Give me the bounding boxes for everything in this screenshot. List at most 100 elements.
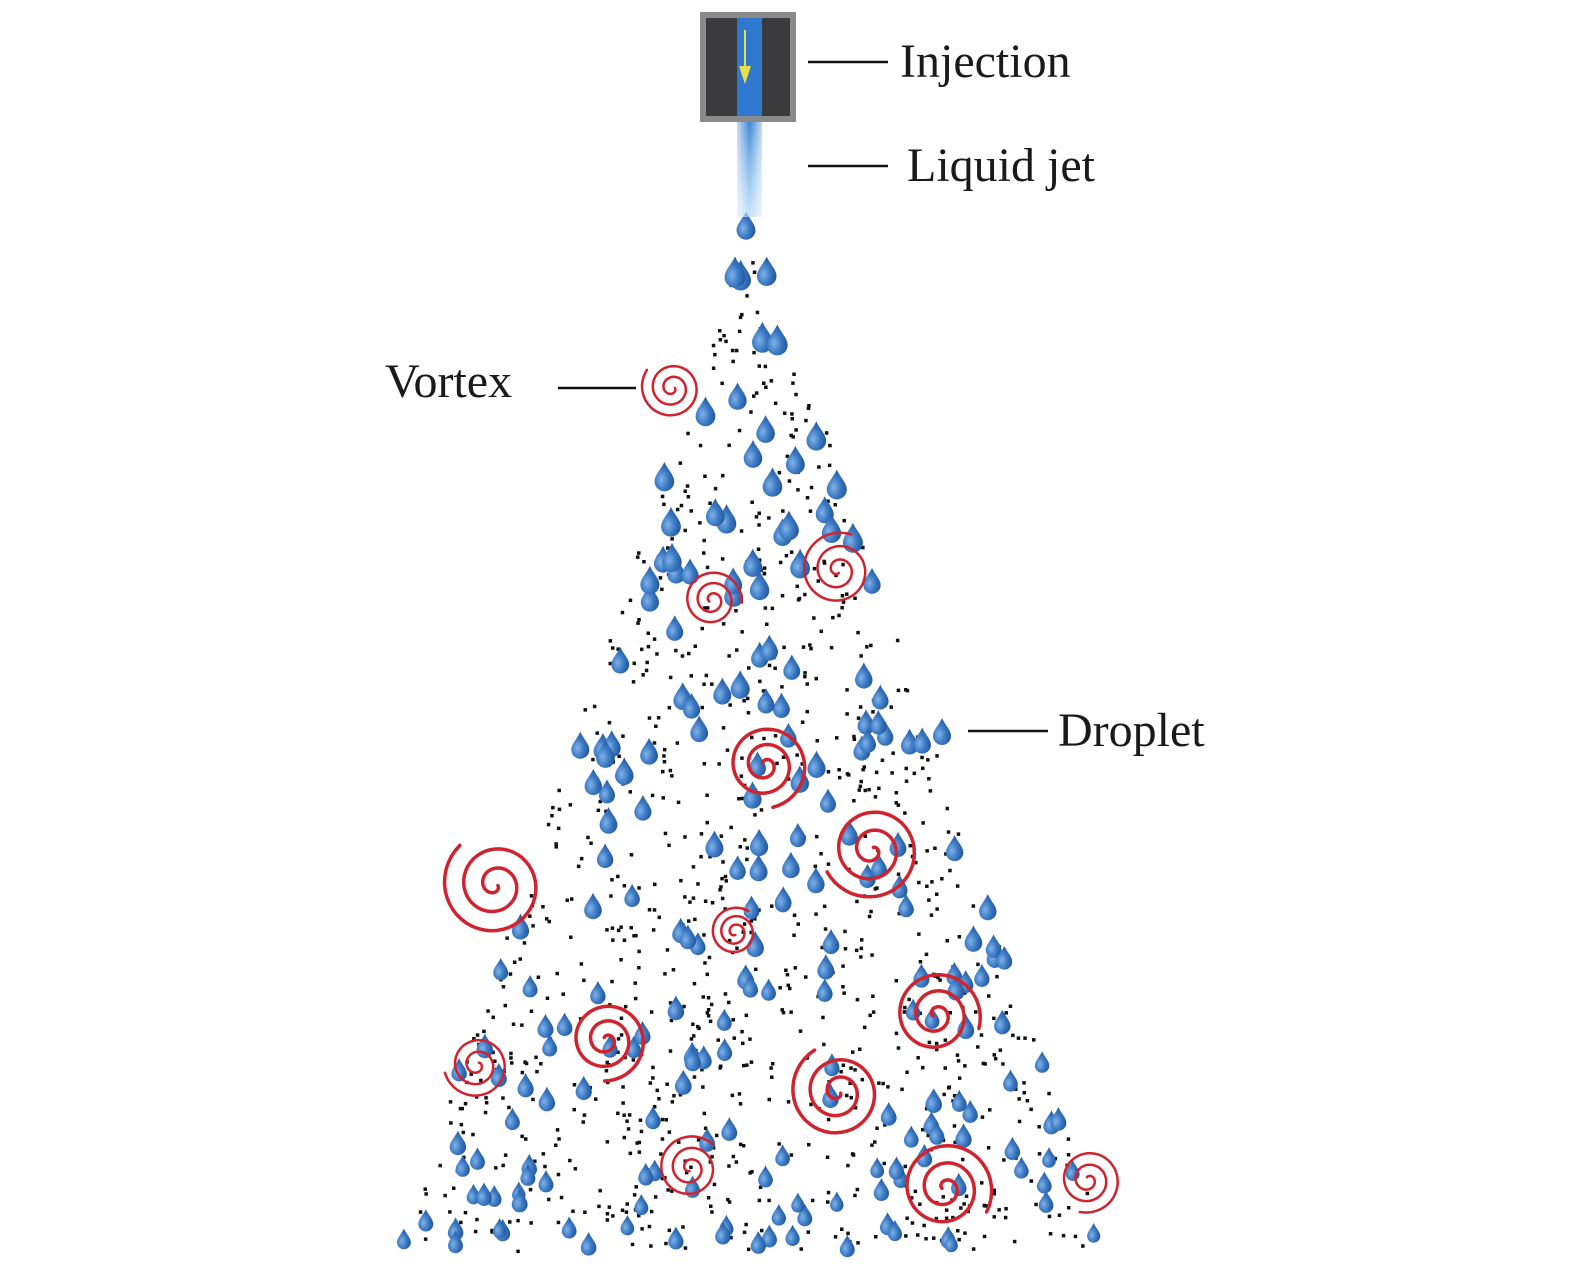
droplet	[816, 978, 833, 1002]
particle	[520, 1070, 525, 1075]
droplet	[789, 823, 806, 848]
particle	[702, 762, 707, 766]
droplet	[877, 721, 894, 746]
droplet	[955, 1123, 972, 1148]
droplet	[758, 1165, 773, 1188]
particle	[1002, 1158, 1006, 1162]
droplet	[620, 1214, 635, 1236]
particle	[676, 800, 681, 805]
particle	[908, 843, 912, 848]
particle	[662, 747, 667, 752]
particle	[981, 1061, 986, 1066]
particle	[987, 994, 991, 998]
particle	[704, 673, 709, 678]
droplet	[667, 995, 685, 1021]
particle	[721, 473, 725, 478]
droplet	[690, 932, 706, 956]
particle	[770, 1075, 774, 1079]
particle	[583, 708, 587, 712]
droplet	[448, 1230, 463, 1254]
particle	[731, 1154, 736, 1159]
particle	[782, 411, 787, 415]
particle	[955, 1053, 960, 1057]
particle	[698, 521, 702, 525]
particle	[665, 948, 670, 952]
particle	[518, 957, 522, 961]
particle	[859, 779, 863, 784]
droplet	[476, 1033, 494, 1059]
particle	[622, 1135, 627, 1140]
particle	[529, 1009, 534, 1013]
particle	[557, 807, 562, 812]
particle	[842, 518, 846, 523]
particle	[738, 845, 742, 849]
droplet	[888, 1156, 905, 1180]
particle	[732, 1036, 736, 1040]
particle	[531, 924, 535, 928]
particle	[823, 927, 828, 931]
particle	[491, 1050, 495, 1055]
particle	[791, 381, 795, 385]
particle	[647, 908, 652, 912]
particle	[710, 1210, 714, 1214]
particle	[757, 364, 761, 368]
particle	[894, 801, 898, 805]
particle	[785, 454, 790, 459]
particle	[790, 417, 794, 421]
particle	[713, 352, 717, 357]
particle	[703, 1126, 708, 1130]
particle	[1047, 1214, 1052, 1219]
particle	[581, 1120, 585, 1124]
particle	[952, 1124, 957, 1128]
particle	[471, 1132, 475, 1137]
droplet	[492, 1218, 507, 1239]
particle	[479, 1078, 483, 1083]
particle	[737, 797, 741, 801]
droplet	[761, 1224, 777, 1248]
particle	[737, 329, 742, 334]
particle	[828, 443, 832, 448]
particle	[927, 777, 931, 781]
particle	[882, 1161, 886, 1166]
particle	[616, 1111, 620, 1116]
particle	[724, 879, 728, 883]
particle	[648, 1081, 653, 1085]
particle	[719, 1064, 723, 1068]
droplet	[596, 739, 615, 768]
particle	[820, 945, 824, 950]
particle	[744, 1222, 748, 1227]
droplet	[674, 1069, 692, 1095]
particle	[740, 1029, 744, 1034]
droplet	[556, 1012, 573, 1037]
particle	[729, 1235, 733, 1240]
particle	[953, 1140, 957, 1145]
particle	[917, 932, 921, 936]
particle	[611, 646, 615, 650]
vortex	[442, 843, 538, 933]
particle	[826, 770, 831, 774]
particle	[962, 1202, 966, 1206]
particle	[706, 996, 711, 1000]
particle	[683, 489, 687, 493]
particle	[927, 898, 931, 902]
particle	[909, 1196, 914, 1200]
particle	[826, 499, 830, 503]
droplet	[871, 853, 887, 878]
particle	[955, 884, 960, 888]
particle	[856, 716, 861, 720]
particle	[971, 904, 976, 908]
particle	[680, 654, 685, 658]
particle	[752, 394, 756, 398]
particle	[670, 1100, 675, 1104]
particle	[749, 930, 753, 935]
particle	[729, 825, 733, 830]
particle	[720, 557, 725, 561]
particle	[693, 644, 697, 648]
particle	[510, 1061, 514, 1065]
particle	[571, 1209, 575, 1213]
particle	[631, 1058, 636, 1062]
particle	[858, 1047, 862, 1051]
particle	[641, 673, 645, 677]
droplet	[729, 855, 746, 880]
particle	[531, 1097, 535, 1102]
